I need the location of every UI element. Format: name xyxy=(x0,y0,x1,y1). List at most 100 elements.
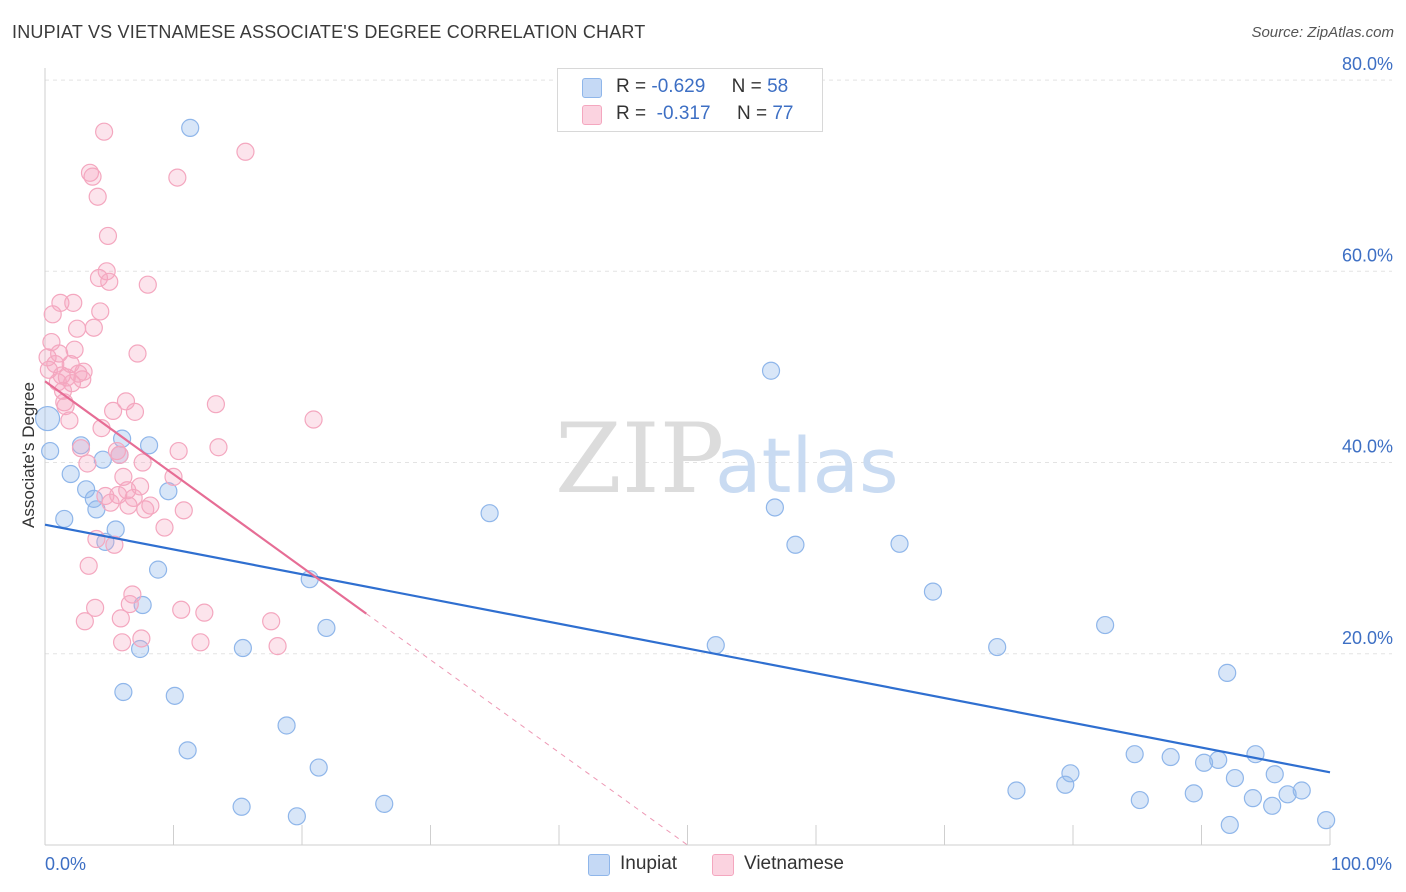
watermark-atlas: atlas xyxy=(715,421,899,510)
bottom-legend-swatch-vietnamese xyxy=(712,854,734,876)
inupiat-point xyxy=(159,482,178,501)
inupiat-point xyxy=(77,480,96,499)
y-tick-label: 60.0% xyxy=(1342,245,1393,265)
inupiat-point xyxy=(1243,789,1263,808)
inupiat-point xyxy=(287,807,306,826)
vietnamese-point xyxy=(95,122,114,141)
vietnamese-point xyxy=(84,318,103,337)
vietnamese-point xyxy=(195,603,214,622)
inupiat-point xyxy=(1161,747,1180,767)
vietnamese-point xyxy=(112,633,132,652)
vietnamese-point xyxy=(169,441,188,461)
inupiat-point xyxy=(93,450,112,469)
vietnamese-point xyxy=(172,600,191,619)
inupiat-point xyxy=(988,637,1007,657)
legend-swatch-vietnamese xyxy=(582,105,602,125)
inupiat-point xyxy=(765,498,784,517)
data-points xyxy=(34,118,1336,835)
vietnamese-point xyxy=(168,168,187,187)
y-axis-label: Associate's Degree xyxy=(19,382,38,528)
bottom-legend-label-inupiat: Inupiat xyxy=(620,853,678,874)
y-tick-label: 20.0% xyxy=(1342,628,1393,648)
x-tick-label: 100.0% xyxy=(1331,854,1392,874)
vietnamese-trend-extension xyxy=(365,613,688,846)
vietnamese-point xyxy=(123,585,142,604)
inupiat-point xyxy=(1265,765,1284,784)
inupiat-point xyxy=(148,560,168,579)
source-label: Source: ZipAtlas.com xyxy=(1251,24,1394,41)
inupiat-point xyxy=(34,405,61,432)
legend-n-label: N = xyxy=(731,76,762,97)
vietnamese-point xyxy=(164,467,183,486)
vietnamese-point xyxy=(111,609,130,628)
legend-r-value: -0.317 xyxy=(656,103,711,124)
grid-lines xyxy=(45,79,1392,655)
watermark-zip: ZIP xyxy=(555,403,724,515)
vietnamese-point xyxy=(91,302,110,321)
inupiat-point xyxy=(1292,781,1311,800)
zipatlas-watermark: ZIP atlas xyxy=(555,403,899,515)
vietnamese-point xyxy=(78,454,97,473)
vietnamese-point xyxy=(83,167,102,186)
x-tick-label: 0.0% xyxy=(45,854,86,874)
vietnamese-point xyxy=(114,467,133,486)
inupiat-point xyxy=(309,758,328,777)
vietnamese-point xyxy=(155,518,174,537)
vietnamese-point xyxy=(88,187,107,206)
vietnamese-point xyxy=(125,402,145,421)
vietnamese-point xyxy=(46,354,65,374)
inupiat-point xyxy=(1061,764,1080,783)
vietnamese-point xyxy=(71,439,91,458)
inupiat-point xyxy=(375,794,394,813)
vietnamese-point xyxy=(57,368,76,387)
vietnamese-point xyxy=(68,319,87,338)
inupiat-point xyxy=(277,716,296,735)
vietnamese-point xyxy=(116,392,136,411)
inupiat-point xyxy=(1130,790,1149,810)
vietnamese-point xyxy=(132,629,151,648)
inupiat-point xyxy=(706,636,725,655)
legend-swatch-inupiat xyxy=(582,78,602,98)
legend-r-label: R = xyxy=(616,103,647,124)
inupiat-point xyxy=(923,582,943,601)
vietnamese-point xyxy=(50,344,69,363)
vietnamese-point xyxy=(75,612,94,631)
vietnamese-point xyxy=(97,262,116,281)
vietnamese-point xyxy=(98,226,118,246)
inupiat-point xyxy=(1225,768,1245,788)
vietnamese-point xyxy=(141,496,160,515)
legend-n-value: 58 xyxy=(767,76,789,97)
inupiat-point xyxy=(61,464,80,484)
correlation-legend: R = -0.629 N = 58 R = -0.317 N = 77 xyxy=(557,68,823,132)
vietnamese-point xyxy=(86,598,105,617)
vietnamese-point xyxy=(65,340,84,359)
vietnamese-point xyxy=(191,633,210,652)
inupiat-point xyxy=(1125,745,1144,764)
bottom-legend-swatch-inupiat xyxy=(588,854,610,876)
inupiat-point xyxy=(106,520,125,539)
bottom-legend-label-vietnamese: Vietnamese xyxy=(744,853,844,874)
vietnamese-point xyxy=(133,453,152,472)
vietnamese-point xyxy=(51,293,70,312)
inupiat-point xyxy=(480,504,499,523)
legend-n-label: N = xyxy=(736,103,768,124)
vietnamese-point xyxy=(60,411,79,430)
trend-lines xyxy=(44,380,1331,846)
legend-n-value: 77 xyxy=(772,103,794,124)
vietnamese-point xyxy=(64,293,83,312)
legend-r-label: R = xyxy=(616,76,647,97)
inupiat-point xyxy=(233,638,252,658)
inupiat-point xyxy=(1220,815,1239,835)
vietnamese-point xyxy=(304,410,323,429)
inupiat-point xyxy=(317,618,336,638)
legend-r-value: -0.629 xyxy=(651,76,706,97)
inupiat-point xyxy=(1056,775,1075,794)
inupiat-point xyxy=(761,361,781,380)
inupiat-point xyxy=(1194,753,1214,772)
vietnamese-point xyxy=(124,488,143,508)
vietnamese-point xyxy=(74,362,93,381)
inupiat-point xyxy=(1218,663,1237,682)
axes xyxy=(44,68,1331,846)
vietnamese-trend-line xyxy=(44,380,367,615)
